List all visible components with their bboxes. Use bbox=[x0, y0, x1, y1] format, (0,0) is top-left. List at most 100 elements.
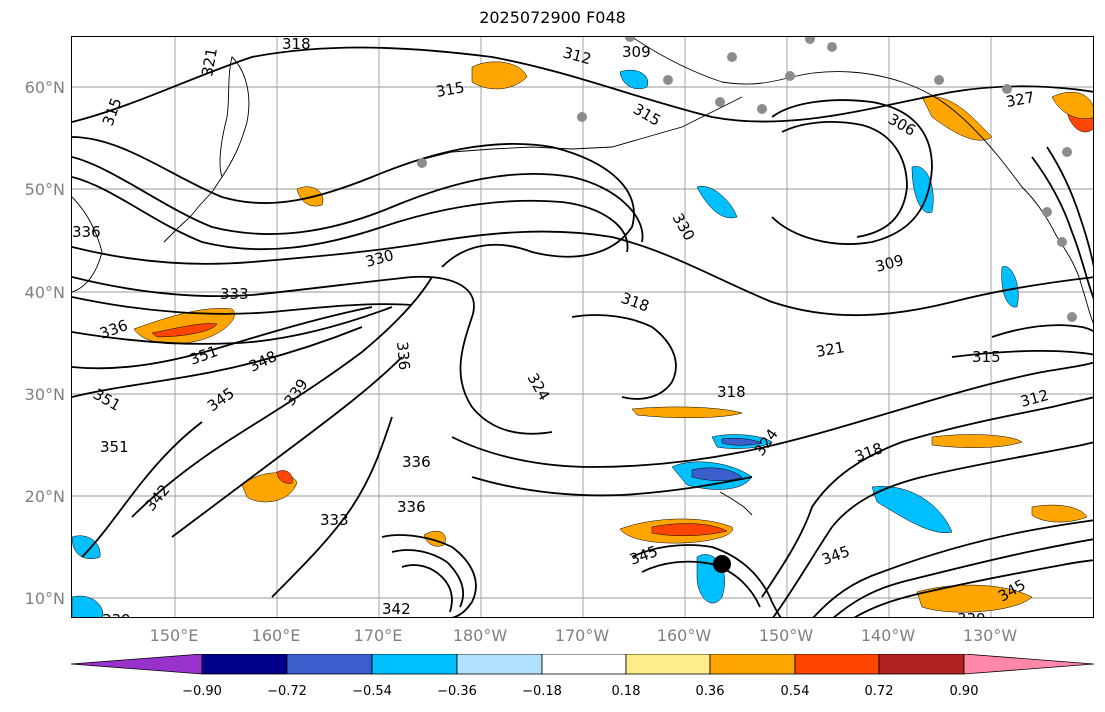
contour-label: 345 bbox=[819, 542, 852, 569]
contour-label: 330 bbox=[363, 246, 395, 271]
contour-label: 342 bbox=[141, 481, 173, 515]
contour-label: 318 bbox=[619, 289, 652, 316]
shade-orange-patch bbox=[1031, 504, 1088, 523]
station-dot bbox=[827, 42, 837, 52]
station-dot bbox=[757, 104, 767, 114]
shade-orange-patch bbox=[631, 406, 743, 419]
colorbar-tick: −0.18 bbox=[522, 684, 562, 699]
map-canvas: 318 312 309 321 315 315 315 306 327 330 … bbox=[72, 37, 1093, 618]
colorbar-bin bbox=[709, 654, 796, 675]
map-panel: 318 312 309 321 315 315 315 306 327 330 … bbox=[71, 36, 1094, 618]
station-dot bbox=[1042, 207, 1052, 217]
colorbar-extend-low bbox=[71, 654, 203, 675]
alaska-coast bbox=[631, 37, 1058, 238]
shade-red-patch bbox=[276, 470, 293, 484]
contour-label: 345 bbox=[627, 542, 660, 569]
station-dot bbox=[727, 52, 737, 62]
lat-label-40n: 40°N bbox=[24, 283, 65, 302]
hawaii-islands bbox=[719, 491, 753, 516]
contour-label: 339 bbox=[957, 610, 986, 618]
colorbar-bin bbox=[794, 654, 880, 675]
colorbar-tick: 0.54 bbox=[780, 684, 810, 699]
lat-label-10n: 10°N bbox=[24, 589, 65, 608]
station-dot bbox=[715, 97, 725, 107]
colorbar-tick: −0.90 bbox=[182, 684, 222, 699]
station-dot bbox=[1002, 84, 1012, 94]
colorbar-bin bbox=[371, 654, 458, 675]
station-dot bbox=[934, 75, 944, 85]
lat-label-30n: 30°N bbox=[24, 385, 65, 404]
contour-label: 315 bbox=[435, 78, 466, 101]
contour-label: 348 bbox=[246, 347, 280, 375]
shade-cyan-patch bbox=[1001, 266, 1019, 308]
shade-red-patch bbox=[151, 323, 218, 338]
contour-label: 333 bbox=[220, 285, 249, 303]
shade-orange-patch bbox=[471, 61, 528, 90]
lat-label-60n: 60°N bbox=[24, 78, 65, 97]
contour-label: 312 bbox=[561, 43, 593, 68]
contour-label: 336 bbox=[393, 341, 413, 371]
shaded-fields bbox=[72, 61, 1093, 617]
colorbar-bin bbox=[201, 654, 288, 675]
lon-label-170e: 170°E bbox=[353, 626, 403, 645]
station-dot bbox=[663, 75, 673, 85]
shade-cyan-patch bbox=[696, 185, 738, 219]
contour-label: 351 bbox=[90, 385, 124, 415]
shade-orange-patch bbox=[296, 186, 324, 207]
lon-label-140w: 140°W bbox=[860, 626, 916, 645]
shade-cyan-patch bbox=[619, 69, 649, 90]
kamchatka-coast bbox=[219, 56, 250, 179]
gridlines bbox=[72, 37, 1093, 617]
lon-label-170w: 170°W bbox=[554, 626, 610, 645]
shade-orange-patch bbox=[921, 96, 993, 141]
contour-label: 315 bbox=[972, 348, 1001, 366]
lon-label-150w: 150°W bbox=[758, 626, 814, 645]
contour-label: 327 bbox=[1005, 88, 1036, 111]
colorbar-tick: −0.36 bbox=[437, 684, 477, 699]
na-west-coast bbox=[1056, 236, 1093, 324]
shade-cyan-patch bbox=[72, 595, 104, 617]
station-dot bbox=[1057, 237, 1067, 247]
lat-label-20n: 20°N bbox=[24, 487, 65, 506]
colorbar-bin bbox=[456, 654, 543, 675]
contour-label: 321 bbox=[198, 46, 221, 77]
colorbar-bin bbox=[541, 654, 627, 675]
shade-blue-patch bbox=[691, 467, 743, 481]
contour-label: 315 bbox=[630, 100, 664, 130]
contour-label: 336 bbox=[402, 453, 431, 471]
station-dot bbox=[805, 37, 815, 44]
lon-label-180w: 180°W bbox=[452, 626, 508, 645]
contour-label: 342 bbox=[382, 600, 411, 618]
japan-coast bbox=[72, 196, 103, 293]
contour-label: 324 bbox=[751, 426, 782, 460]
station-dot bbox=[417, 158, 427, 168]
kuril-islands bbox=[163, 176, 223, 243]
shade-blue-patch bbox=[721, 437, 763, 446]
colorbar-tick: 0.72 bbox=[864, 684, 894, 699]
colorbar-tick: 0.90 bbox=[949, 684, 979, 699]
shade-cyan-patch bbox=[911, 166, 934, 213]
lon-label-160e: 160°E bbox=[251, 626, 301, 645]
lon-label-150e: 150°E bbox=[149, 626, 199, 645]
contour-label: 321 bbox=[815, 338, 846, 361]
contour-label: 324 bbox=[524, 370, 554, 404]
shade-orange-patch bbox=[1051, 91, 1093, 120]
colorbar-extend-high bbox=[963, 654, 1094, 675]
storm-center-marker bbox=[713, 555, 731, 573]
contour-label: 336 bbox=[397, 498, 426, 516]
contour-label: 351 bbox=[100, 438, 129, 456]
colorbar-tick: −0.54 bbox=[352, 684, 392, 699]
station-markers bbox=[417, 37, 1077, 322]
contour-label: 315 bbox=[99, 95, 126, 128]
contour-label: 333 bbox=[320, 511, 349, 529]
aleutian-islands bbox=[411, 96, 743, 163]
contour-label: 318 bbox=[717, 383, 746, 401]
station-dot bbox=[577, 112, 587, 122]
shade-cyan-patch bbox=[72, 535, 101, 560]
contour-label: 309 bbox=[622, 43, 651, 61]
lat-label-50n: 50°N bbox=[24, 180, 65, 199]
colorbar-bin bbox=[878, 654, 965, 675]
colorbar-bin bbox=[625, 654, 711, 675]
contour-label: 312 bbox=[1018, 386, 1050, 411]
colorbar-bin bbox=[286, 654, 373, 675]
